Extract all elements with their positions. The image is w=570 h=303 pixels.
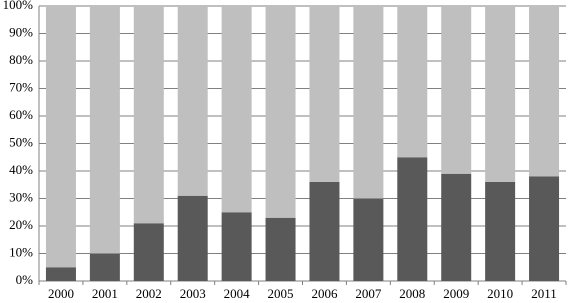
y-tick-label: 10% bbox=[9, 244, 33, 259]
y-tick-label: 80% bbox=[9, 52, 33, 67]
y-tick-label: 40% bbox=[9, 162, 33, 177]
bar-segment bbox=[485, 182, 516, 281]
bar-segment bbox=[353, 6, 384, 199]
bar-segment bbox=[265, 6, 296, 218]
bar-segment bbox=[441, 6, 472, 174]
y-tick-label: 0% bbox=[16, 272, 34, 287]
bar-segment bbox=[397, 157, 428, 281]
bar-segment bbox=[221, 212, 252, 281]
y-tick-label: 30% bbox=[9, 189, 33, 204]
bar-segment bbox=[177, 6, 208, 196]
bar-segment bbox=[89, 6, 120, 254]
bar-segment bbox=[221, 6, 252, 213]
y-tick-label: 70% bbox=[9, 79, 33, 94]
bar-segment bbox=[177, 195, 208, 281]
y-tick-label: 20% bbox=[9, 217, 33, 232]
bar-segment bbox=[133, 6, 164, 224]
y-tick-label: 90% bbox=[9, 24, 33, 39]
bar-segment bbox=[309, 182, 340, 281]
y-tick-label: 60% bbox=[9, 107, 33, 122]
x-tick-label: 2002 bbox=[136, 286, 162, 301]
x-tick-label: 2006 bbox=[311, 286, 338, 301]
y-tick-label: 100% bbox=[3, 0, 34, 12]
x-tick-label: 2004 bbox=[224, 286, 251, 301]
x-tick-label: 2008 bbox=[399, 286, 425, 301]
bar-segment bbox=[133, 223, 164, 281]
bar-segment bbox=[353, 198, 384, 281]
y-tick-label: 50% bbox=[9, 134, 33, 149]
bar-segment bbox=[265, 217, 296, 281]
bar-segment bbox=[309, 6, 340, 182]
bar-segment bbox=[441, 173, 472, 281]
x-tick-label: 2001 bbox=[92, 286, 118, 301]
bar-segment bbox=[45, 6, 76, 268]
bar-segment bbox=[485, 6, 516, 182]
x-tick-label: 2007 bbox=[355, 286, 382, 301]
x-tick-label: 2010 bbox=[487, 286, 513, 301]
x-tick-label: 2003 bbox=[180, 286, 206, 301]
bar-segment bbox=[397, 6, 428, 158]
x-tick-label: 2011 bbox=[531, 286, 557, 301]
bar-segment bbox=[529, 6, 560, 177]
x-tick-label: 2009 bbox=[443, 286, 469, 301]
bar-segment bbox=[529, 176, 560, 281]
bar-segment bbox=[89, 253, 120, 281]
bar-segment bbox=[45, 267, 76, 281]
x-tick-label: 2005 bbox=[268, 286, 294, 301]
x-tick-label: 2000 bbox=[48, 286, 74, 301]
